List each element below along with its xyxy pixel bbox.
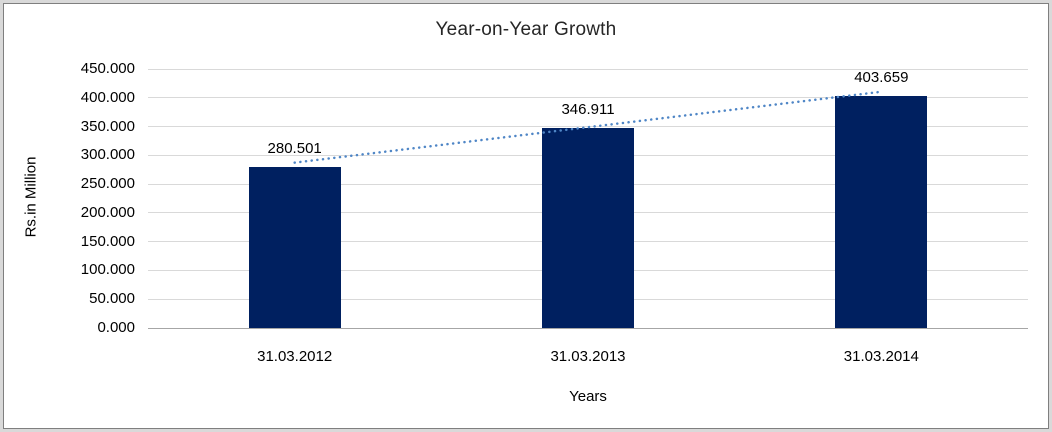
x-tick-label: 31.03.2013 xyxy=(550,348,626,365)
bar-31.03.2012 xyxy=(248,166,341,328)
gridline xyxy=(148,68,1028,70)
y-tick-label: 400.000 xyxy=(80,88,135,106)
bar-value-label: 403.659 xyxy=(854,68,909,86)
y-tick-label: 0.000 xyxy=(97,319,135,336)
x-axis-title: Years xyxy=(569,388,607,405)
chart-title: Year-on-Year Growth xyxy=(435,19,617,40)
y-tick-label: 250.000 xyxy=(80,175,135,193)
bar-31.03.2014 xyxy=(835,95,928,328)
y-tick-label: 200.000 xyxy=(80,203,135,221)
y-tick-label: 300.000 xyxy=(80,146,135,164)
bar-value-label: 346.911 xyxy=(561,101,615,119)
y-tick-label: 350.000 xyxy=(80,117,135,135)
y-tick-label: 50.000 xyxy=(89,290,135,308)
x-axis-line xyxy=(148,327,1028,329)
x-tick-label: 31.03.2014 xyxy=(843,348,919,365)
y-tick-label: 100.000 xyxy=(80,261,135,279)
bar-value-label: 280.501 xyxy=(267,139,322,157)
y-axis-title: Rs.in Million xyxy=(22,156,40,238)
y-tick-label: 450.000 xyxy=(80,60,135,77)
y-tick-label: 150.000 xyxy=(80,232,135,250)
bar-31.03.2013 xyxy=(542,128,634,328)
x-tick-label: 31.03.2012 xyxy=(257,348,333,365)
